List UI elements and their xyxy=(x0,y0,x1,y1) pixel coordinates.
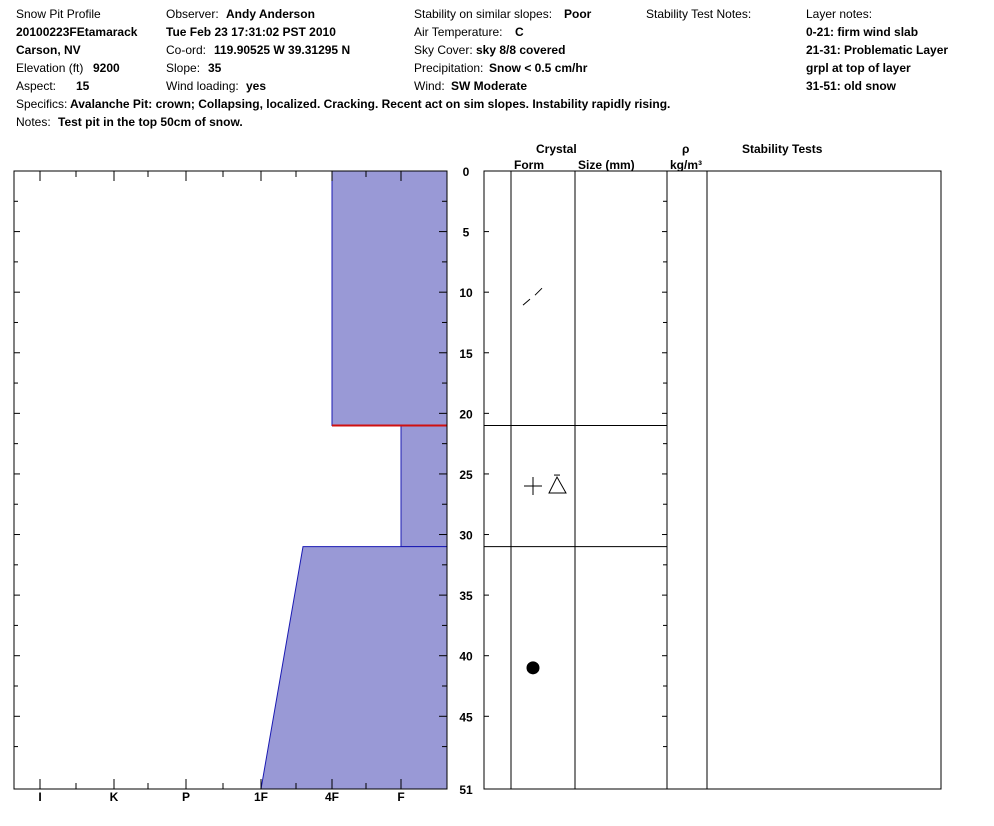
graupel-crystal-icon xyxy=(524,474,567,496)
depth-axis: 0 5 10 15 20 25 30 35 40 45 51 xyxy=(14,165,667,797)
specifics-label: Specifics: xyxy=(16,97,68,111)
page-title: Snow Pit Profile xyxy=(16,7,101,21)
aspect-label: Aspect: xyxy=(16,79,57,93)
stability-value: Poor xyxy=(564,7,592,21)
air-temp-value: C xyxy=(515,25,524,39)
density-header: ρ xyxy=(682,142,690,156)
layer-note: 31-51: old snow xyxy=(806,79,897,93)
observer-label: Observer: xyxy=(166,7,219,21)
elevation-label: Elevation (ft) xyxy=(16,61,84,75)
y-tick-label: 10 xyxy=(459,286,473,300)
x-tick-label: K xyxy=(110,790,119,804)
wind-loading-label: Wind loading: xyxy=(166,79,239,93)
pit-name: 20100223FEtamarack xyxy=(16,25,138,39)
x-tick-label: I xyxy=(38,790,41,804)
crystal-table xyxy=(483,170,942,790)
y-tick-label: 15 xyxy=(459,347,473,361)
x-tick-label: P xyxy=(182,790,190,804)
wind-label: Wind: xyxy=(414,79,445,93)
stability-test-notes-label: Stability Test Notes: xyxy=(646,7,752,21)
coord-label: Co-ord: xyxy=(166,43,207,57)
layer-note: 0-21: firm wind slab xyxy=(806,25,919,39)
precip-value: Snow < 0.5 cm/hr xyxy=(489,61,588,75)
hardness-layer xyxy=(400,424,448,548)
x-tick-label: 4F xyxy=(325,790,339,804)
hardness-frame xyxy=(13,170,448,790)
y-tick-label: 40 xyxy=(459,650,473,664)
form-header: Form xyxy=(514,158,544,172)
notes-value: Test pit in the top 50cm of snow. xyxy=(58,115,243,129)
y-tick-label: 30 xyxy=(459,529,473,543)
y-tick-label: 45 xyxy=(459,710,473,724)
layer-note: grpl at top of layer xyxy=(806,61,911,75)
slope-label: Slope: xyxy=(166,61,201,75)
precip-label: Precipitation: xyxy=(414,61,484,75)
y-tick-label: 0 xyxy=(463,165,470,179)
size-header: Size (mm) xyxy=(578,158,635,172)
hardness-layer xyxy=(260,546,448,790)
layer-notes-label: Layer notes: xyxy=(806,7,873,21)
x-tick-label: F xyxy=(397,790,404,804)
crystal-header: Crystal xyxy=(536,142,577,156)
specifics-value: Avalanche Pit: crown; Collapsing, locali… xyxy=(70,97,671,111)
datetime: Tue Feb 23 17:31:02 PST 2010 xyxy=(166,25,336,39)
hardness-frame-box xyxy=(13,170,448,790)
layer-note: 21-31: Problematic Layer xyxy=(806,43,949,57)
air-temp-label: Air Temperature: xyxy=(414,25,503,39)
stability-tests-header: Stability Tests xyxy=(742,142,823,156)
y-tick-label: 25 xyxy=(459,468,473,482)
crystal-forms xyxy=(522,287,567,675)
slope-value: 35 xyxy=(208,61,222,75)
hardness-profile xyxy=(260,170,448,790)
wind-loading-value: yes xyxy=(246,79,267,93)
y-tick-label: 51 xyxy=(459,783,473,797)
x-tick-label: 1F xyxy=(254,790,268,804)
y-tick-label: 20 xyxy=(459,407,473,421)
hardness-layer xyxy=(331,170,448,426)
location: Carson, NV xyxy=(16,43,81,57)
melt-form-icon xyxy=(526,661,540,675)
sky-value: sky 8/8 covered xyxy=(476,43,566,57)
faceted-crystal-icon xyxy=(522,287,543,306)
density-unit: kg/m³ xyxy=(670,158,703,172)
table-frame xyxy=(483,170,942,790)
coord-value: 119.90525 W 39.31295 N xyxy=(214,43,351,57)
notes-label: Notes: xyxy=(16,115,51,129)
aspect-value: 15 xyxy=(76,79,90,93)
hardness-axis: I K P 1F 4F F xyxy=(38,171,405,804)
observer-value: Andy Anderson xyxy=(226,7,315,21)
stability-label: Stability on similar slopes: xyxy=(414,7,553,21)
sky-label: Sky Cover: xyxy=(414,43,473,57)
elevation-value: 9200 xyxy=(93,61,120,75)
wind-value: SW Moderate xyxy=(451,79,528,93)
y-tick-label: 5 xyxy=(463,226,470,240)
y-tick-label: 35 xyxy=(459,589,473,603)
